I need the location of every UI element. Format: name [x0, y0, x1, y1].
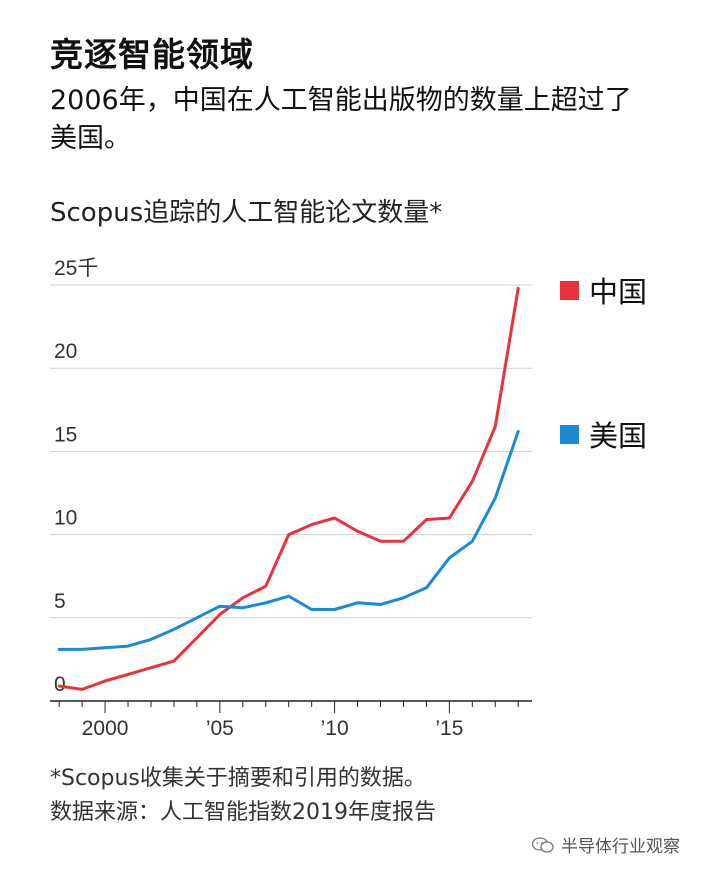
wechat-icon: [531, 836, 554, 853]
y-tick-label: 5: [54, 590, 66, 613]
series-line-usa: [57, 429, 520, 651]
x-tick-label: 2000: [82, 717, 129, 740]
footnote: *Scopus收集关于摘要和引用的数据。 数据来源：人工智能指数2019年度报告: [50, 762, 436, 830]
y-tick-label: 15: [54, 423, 77, 446]
footnote-source: 数据来源：人工智能指数2019年度报告: [50, 800, 436, 825]
legend-label-usa: 美国: [589, 419, 648, 453]
x-tick-label: ’15: [435, 717, 463, 740]
y-tick-label: 20: [54, 340, 77, 363]
legend-label-china: 中国: [589, 275, 648, 309]
x-tick-label: ’10: [321, 717, 349, 740]
y-tick-label: 10: [54, 507, 77, 530]
y-tick-label: 0: [54, 673, 66, 696]
page-title: 竞逐智能领域: [50, 35, 254, 74]
legend-swatch-usa: [560, 424, 579, 444]
legend-item-usa: 美国: [560, 413, 647, 455]
chart-title: Scopus追踪的人工智能论文数量*: [50, 198, 443, 228]
legend-swatch-china: [560, 280, 579, 300]
y-tick-label: 25千: [54, 257, 98, 280]
watermark-text: 半导体行业观察: [561, 837, 680, 857]
footnote-note: *Scopus收集关于摘要和引用的数据。: [50, 766, 426, 791]
legend-item-china: 中国: [560, 269, 647, 311]
watermark: 半导体行业观察: [531, 832, 680, 857]
series-line-china: [57, 286, 520, 691]
x-tick-label: ’05: [206, 717, 234, 740]
page-subtitle: 2006年，中国在人工智能出版物的数量上超过了美国。: [50, 85, 632, 154]
